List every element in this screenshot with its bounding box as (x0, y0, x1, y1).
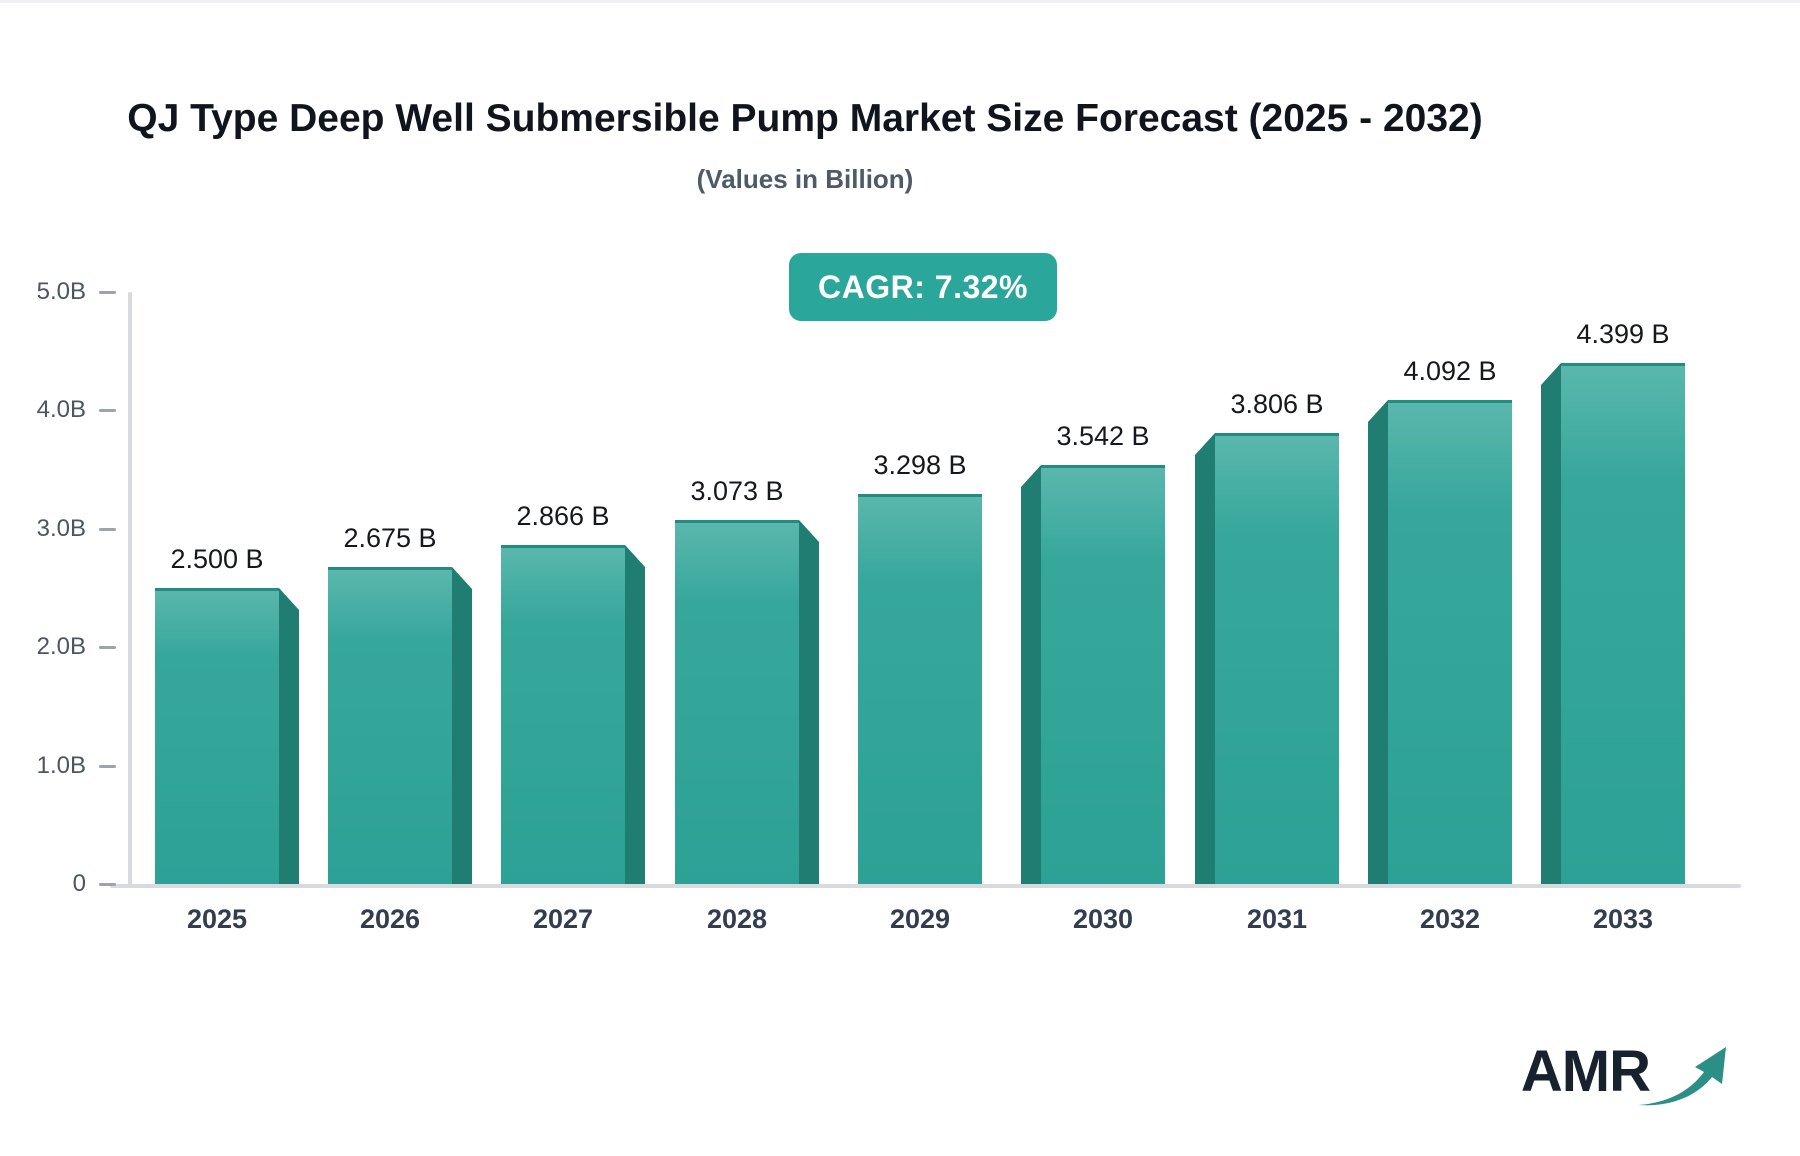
bar-side-2028 (799, 520, 819, 884)
y-tick-dash (99, 883, 116, 886)
bar-2027 (501, 545, 625, 884)
bar-side-2032 (1368, 400, 1388, 884)
bar-value-label-2031: 3.806 B (1230, 389, 1324, 419)
y-tick-label: 1.0B (36, 751, 86, 779)
x-tick-label-2025: 2025 (186, 904, 248, 934)
x-tick-label-2027: 2027 (532, 904, 594, 934)
y-tick-label: 2.0B (36, 633, 86, 661)
growth-arrow-icon (1636, 1043, 1728, 1114)
x-axis-line (110, 884, 1741, 888)
y-tick-dash (99, 291, 116, 294)
bar-value-label-2029: 3.298 B (873, 450, 967, 480)
bar-2026 (328, 567, 452, 884)
bar-value-label-2025: 2.500 B (170, 544, 264, 574)
y-tick-dash (99, 764, 116, 768)
y-tick-dash (99, 527, 116, 531)
bar-side-2033 (1541, 363, 1561, 884)
y-tick-dash (99, 646, 116, 650)
bar-side-2026 (452, 567, 472, 884)
bar-value-label-2028: 3.073 B (690, 476, 784, 506)
bar-value-label-2033: 4.399 B (1576, 319, 1670, 349)
cagr-badge-label: CAGR: 7.32% (818, 268, 1028, 305)
y-tick-label: 5.0B (36, 278, 86, 305)
bar-value-label-2030: 3.542 B (1056, 421, 1150, 451)
y-tick-label: 0 (72, 870, 86, 897)
x-tick-label-2030: 2030 (1072, 904, 1134, 934)
x-tick-label-2026: 2026 (359, 904, 421, 934)
bar-2030 (1041, 465, 1165, 884)
bar-2031 (1215, 433, 1339, 884)
bar-side-2025 (279, 588, 299, 884)
y-tick-label: 3.0B (36, 514, 86, 542)
x-tick-label-2031: 2031 (1246, 904, 1308, 934)
bar-2032 (1388, 400, 1512, 884)
bar-value-label-2026: 2.675 B (343, 523, 437, 553)
cagr-badge: CAGR: 7.32% (789, 253, 1057, 321)
bar-side-2030 (1021, 465, 1041, 884)
y-tick-dash (99, 409, 116, 413)
bar-value-label-2027: 2.866 B (516, 501, 610, 531)
bar-side-2031 (1195, 433, 1215, 884)
y-tick-label: 4.0B (36, 396, 86, 424)
bar-value-label-2032: 4.092 B (1403, 356, 1497, 386)
chart-title: QJ Type Deep Well Submersible Pump Marke… (127, 97, 1483, 140)
bar-2029 (858, 494, 982, 884)
top-border-strip (0, 0, 1800, 3)
x-tick-label-2028: 2028 (706, 904, 768, 934)
x-tick-label-2029: 2029 (889, 904, 951, 934)
amr-logo-text: AMR (1520, 1039, 1651, 1104)
bar-side-2027 (625, 545, 645, 884)
bar-2025 (155, 588, 279, 884)
amr-logo: AMR (1521, 1043, 1728, 1114)
bar-2033 (1561, 363, 1685, 884)
x-tick-label-2033: 2033 (1592, 904, 1654, 934)
chart-subtitle: (Values in Billion) (696, 164, 914, 194)
y-axis-line (128, 292, 132, 888)
bar-2028 (675, 520, 799, 884)
x-tick-label-2032: 2032 (1419, 904, 1481, 934)
